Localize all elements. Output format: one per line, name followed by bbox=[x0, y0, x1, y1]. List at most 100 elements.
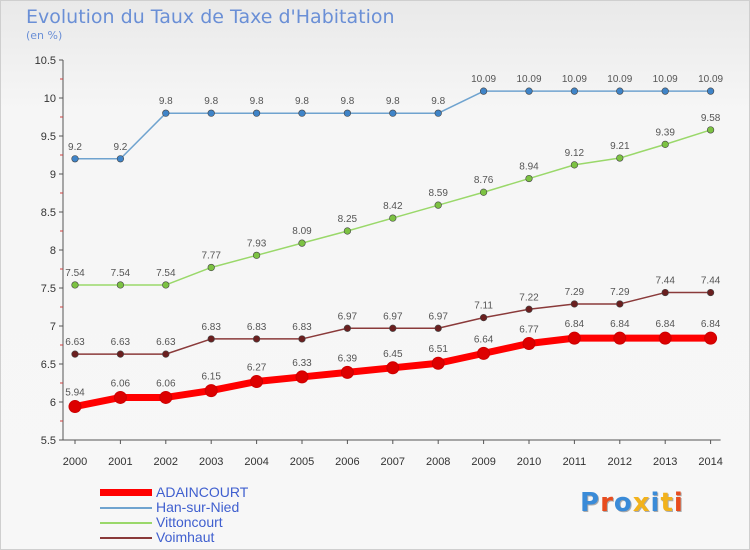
chart-title: Evolution du Taux de Taxe d'Habitation bbox=[26, 6, 395, 28]
data-point-adaincourt bbox=[295, 370, 309, 384]
legend-swatch bbox=[100, 522, 152, 524]
data-label-voimhaut: 7.29 bbox=[610, 287, 630, 298]
data-point-han-sur-nied bbox=[480, 87, 488, 95]
data-label-vittoncourt: 8.76 bbox=[474, 175, 494, 186]
data-label-adaincourt: 6.27 bbox=[247, 362, 267, 373]
data-point-adaincourt bbox=[704, 331, 718, 345]
x-tick-label: 2007 bbox=[381, 456, 405, 468]
data-label-vittoncourt: 7.54 bbox=[111, 268, 131, 279]
data-label-adaincourt: 6.06 bbox=[111, 378, 131, 389]
data-point-voimhaut bbox=[298, 335, 306, 343]
x-tick-label: 2008 bbox=[426, 456, 450, 468]
data-point-han-sur-nied bbox=[434, 109, 442, 117]
data-point-voimhaut bbox=[434, 324, 442, 332]
data-point-vittoncourt bbox=[162, 281, 170, 289]
y-tick-label: 5.5 bbox=[41, 435, 56, 447]
data-point-adaincourt bbox=[477, 346, 491, 360]
x-tick-label: 2001 bbox=[108, 456, 132, 468]
data-label-adaincourt: 6.84 bbox=[701, 319, 721, 330]
data-point-voimhaut bbox=[389, 324, 397, 332]
x-tick-label: 2004 bbox=[244, 456, 268, 468]
data-point-vittoncourt bbox=[389, 214, 397, 222]
data-label-han-sur-nied: 9.8 bbox=[431, 96, 445, 107]
x-tick-label: 2000 bbox=[63, 456, 87, 468]
data-label-voimhaut: 6.63 bbox=[156, 337, 176, 348]
brand-letter: i bbox=[673, 488, 684, 518]
data-label-voimhaut: 6.97 bbox=[383, 311, 403, 322]
chart-unit-label: (en %) bbox=[26, 29, 63, 42]
data-label-voimhaut: 6.83 bbox=[292, 322, 312, 333]
data-point-voimhaut bbox=[616, 300, 624, 308]
data-label-han-sur-nied: 10.09 bbox=[516, 74, 541, 85]
data-label-han-sur-nied: 9.8 bbox=[250, 96, 264, 107]
data-label-vittoncourt: 8.25 bbox=[338, 214, 358, 225]
data-point-voimhaut bbox=[480, 314, 488, 322]
x-tick-label: 2003 bbox=[199, 456, 223, 468]
data-label-voimhaut: 7.29 bbox=[565, 287, 585, 298]
data-label-han-sur-nied: 10.09 bbox=[698, 74, 723, 85]
legend-swatch bbox=[100, 507, 152, 509]
data-point-voimhaut bbox=[570, 300, 579, 308]
x-tick-label: 2002 bbox=[154, 456, 178, 468]
y-tick-label: 7.5 bbox=[41, 283, 56, 295]
data-label-adaincourt: 6.15 bbox=[201, 372, 221, 383]
data-point-vittoncourt bbox=[207, 263, 215, 272]
data-point-vittoncourt bbox=[480, 188, 488, 196]
data-label-vittoncourt: 8.59 bbox=[428, 188, 448, 199]
data-point-han-sur-nied bbox=[525, 87, 533, 95]
data-label-voimhaut: 7.44 bbox=[655, 276, 675, 287]
data-label-han-sur-nied: 10.09 bbox=[562, 74, 587, 85]
data-point-adaincourt bbox=[613, 331, 627, 345]
data-point-vittoncourt bbox=[525, 174, 533, 183]
data-point-han-sur-nied bbox=[207, 109, 215, 117]
data-label-vittoncourt: 8.42 bbox=[383, 201, 403, 212]
data-label-vittoncourt: 9.21 bbox=[610, 141, 630, 152]
data-label-adaincourt: 6.84 bbox=[655, 319, 675, 330]
data-label-vittoncourt: 7.93 bbox=[247, 238, 267, 249]
data-point-vittoncourt bbox=[661, 140, 669, 148]
data-label-vittoncourt: 7.77 bbox=[201, 250, 221, 261]
legend-label: Voimhaut bbox=[156, 529, 215, 545]
data-point-voimhaut bbox=[706, 288, 715, 297]
data-point-han-sur-nied bbox=[116, 155, 124, 163]
x-tick-label: 2009 bbox=[471, 456, 495, 468]
legend-swatch bbox=[100, 537, 152, 539]
data-label-adaincourt: 6.84 bbox=[565, 319, 585, 330]
data-label-voimhaut: 6.83 bbox=[247, 322, 267, 333]
data-point-adaincourt bbox=[567, 331, 581, 345]
data-point-vittoncourt bbox=[71, 281, 79, 289]
y-tick-label: 9.5 bbox=[41, 131, 56, 143]
data-point-vittoncourt bbox=[570, 161, 579, 169]
x-tick-label: 2012 bbox=[608, 456, 632, 468]
y-tick-label: 10 bbox=[44, 93, 56, 105]
data-point-han-sur-nied bbox=[343, 109, 352, 117]
data-label-voimhaut: 6.63 bbox=[65, 337, 85, 348]
data-point-han-sur-nied bbox=[389, 109, 397, 117]
legend-label: ADAINCOURT bbox=[156, 484, 249, 500]
data-label-vittoncourt: 8.94 bbox=[519, 162, 539, 173]
brand-letter: o bbox=[613, 488, 633, 518]
data-label-adaincourt: 6.84 bbox=[610, 319, 630, 330]
data-label-vittoncourt: 9.58 bbox=[701, 113, 721, 124]
y-tick-label: 6.5 bbox=[41, 359, 56, 371]
data-label-voimhaut: 6.97 bbox=[338, 311, 358, 322]
y-tick-label: 7 bbox=[50, 321, 56, 333]
data-label-han-sur-nied: 9.2 bbox=[113, 142, 127, 153]
data-point-han-sur-nied bbox=[570, 87, 579, 95]
y-tick-label: 10.5 bbox=[35, 55, 56, 67]
data-point-adaincourt bbox=[159, 390, 173, 404]
data-point-voimhaut bbox=[343, 324, 352, 332]
data-label-adaincourt: 6.06 bbox=[156, 378, 176, 389]
data-label-adaincourt: 5.94 bbox=[65, 388, 85, 399]
data-label-voimhaut: 6.63 bbox=[111, 337, 131, 348]
data-point-vittoncourt bbox=[116, 281, 124, 289]
data-label-vittoncourt: 9.39 bbox=[655, 127, 675, 138]
data-label-voimhaut: 7.44 bbox=[701, 276, 721, 287]
data-point-adaincourt bbox=[204, 384, 218, 398]
data-point-voimhaut bbox=[162, 350, 170, 358]
y-tick-label: 8 bbox=[50, 245, 56, 257]
legend-label: Vittoncourt bbox=[156, 514, 223, 530]
data-label-han-sur-nied: 9.8 bbox=[159, 96, 173, 107]
data-label-vittoncourt: 7.54 bbox=[156, 268, 176, 279]
